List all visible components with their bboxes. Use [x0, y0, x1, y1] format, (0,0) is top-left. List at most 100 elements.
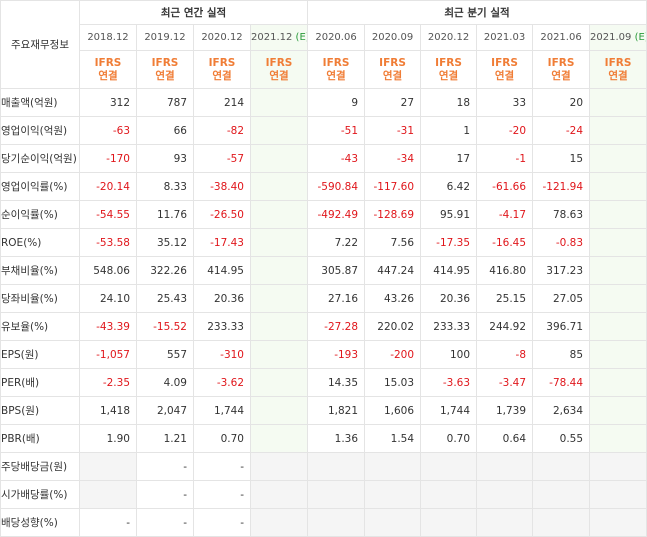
- period-header: 2021.03: [476, 24, 534, 51]
- period-header: 2020.09: [364, 24, 422, 51]
- table-cell: [249, 284, 309, 313]
- table-cell: [79, 452, 137, 481]
- period-label: 2021.09: [590, 32, 632, 43]
- table-body: 매출액(억원) 312 787 214 9 27 18 33 20 영업이익(억원) -63 66 -8…: [0, 88, 647, 537]
- ifrs-label: IFRS: [547, 56, 575, 69]
- table-cell: -4.17: [476, 200, 534, 229]
- table-cell: -43: [307, 144, 366, 173]
- row-label: BPS(원): [0, 396, 80, 425]
- table-cell: [249, 312, 309, 341]
- period-header-row: 2018.12 2019.12 2020.12 2021.12 (E) 2020.06 2…: [1, 24, 647, 51]
- period-label: 2021.06: [540, 32, 582, 43]
- table-cell: -53.58: [79, 228, 137, 257]
- table-cell: -24: [532, 116, 591, 145]
- table-cell: [589, 312, 647, 341]
- table-cell: 9: [307, 88, 366, 117]
- table-cell: 244.92: [476, 312, 534, 341]
- table-cell: [589, 144, 647, 173]
- table-cell: 20.36: [420, 284, 478, 313]
- table-cell: [364, 480, 422, 509]
- ifrs-label: IFRS: [208, 56, 236, 69]
- table-cell: 0.64: [476, 424, 534, 453]
- table-cell: 24.10: [79, 284, 137, 313]
- table-cell: [589, 480, 647, 509]
- table-cell: 78.63: [532, 200, 591, 229]
- table-cell: -51: [307, 116, 366, 145]
- table-cell: 8.33: [136, 172, 194, 201]
- table-cell: -17.43: [193, 228, 251, 257]
- table-cell: -34: [364, 144, 422, 173]
- row-label: 주당배당금(원): [0, 452, 80, 481]
- table-cell: 220.02: [364, 312, 422, 341]
- table-cell: 1: [420, 116, 478, 145]
- table-row: 매출액(억원) 312 787 214 9 27 18 33 20: [0, 88, 647, 117]
- table-cell: [589, 340, 647, 369]
- table-cell: [532, 480, 591, 509]
- table-cell: -: [193, 480, 251, 509]
- table-cell: 1.21: [136, 424, 194, 453]
- table-cell: [364, 452, 422, 481]
- period-header: 2019.12: [136, 24, 194, 51]
- table-cell: -3.63: [420, 368, 478, 397]
- table-cell: 11.76: [136, 200, 194, 229]
- consolidated-label: 연결: [608, 69, 628, 82]
- table-cell: 414.95: [193, 256, 251, 285]
- table-cell: -26.50: [193, 200, 251, 229]
- table-cell: [249, 340, 309, 369]
- table-cell: 7.22: [307, 228, 366, 257]
- estimate-badge: (E): [295, 32, 307, 43]
- ifrs-consolidated-label: IFRS 연결: [249, 50, 309, 89]
- table-cell: 66: [136, 116, 194, 145]
- row-label: 유보율(%): [0, 312, 80, 341]
- table-row: 순이익률(%) -54.55 11.76 -26.50 -492.49 -128.69 95…: [0, 200, 647, 229]
- ifrs-label: IFRS: [94, 56, 122, 69]
- table-cell: [589, 284, 647, 313]
- table-cell: -200: [364, 340, 422, 369]
- ifrs-label: IFRS: [322, 56, 350, 69]
- table-cell: [589, 396, 647, 425]
- consolidated-label: 연결: [212, 69, 232, 82]
- table-cell: 414.95: [420, 256, 478, 285]
- consolidated-label: 연결: [326, 69, 346, 82]
- ifrs-consolidated-label: IFRS 연결: [307, 50, 366, 89]
- ifrs-consolidated-label: IFRS 연결: [532, 50, 591, 89]
- table-cell: -121.94: [532, 172, 591, 201]
- table-cell: 2,047: [136, 396, 194, 425]
- table-cell: -1: [476, 144, 534, 173]
- ifrs-label: IFRS: [604, 56, 632, 69]
- table-cell: [589, 424, 647, 453]
- row-label: PER(배): [0, 368, 80, 397]
- table-cell: 7.56: [364, 228, 422, 257]
- ifrs-header-row: IFRS 연결 IFRS 연결 IFRS 연결 IFRS 연결 IFRS 연결 IFRS 연결 IFRS…: [1, 50, 647, 89]
- table-cell: [307, 452, 366, 481]
- table-cell: -27.28: [307, 312, 366, 341]
- table-cell: 396.71: [532, 312, 591, 341]
- table-row: 당기순이익(억원) -170 93 -57 -43 -34 17 -1 15: [0, 144, 647, 173]
- ifrs-label: IFRS: [151, 56, 179, 69]
- table-cell: 95.91: [420, 200, 478, 229]
- table-cell: 214: [193, 88, 251, 117]
- row-label: 당기순이익(억원): [0, 144, 80, 173]
- table-cell: 1,821: [307, 396, 366, 425]
- table-cell: [589, 116, 647, 145]
- row-label: 매출액(억원): [0, 88, 80, 117]
- table-cell: [589, 172, 647, 201]
- table-cell: -590.84: [307, 172, 366, 201]
- table-cell: [249, 480, 309, 509]
- table-row: PER(배) -2.35 4.09 -3.62 14.35 15.03 -3.63 -3.47…: [0, 368, 647, 397]
- table-cell: 18: [420, 88, 478, 117]
- table-cell: -: [136, 508, 194, 537]
- period-label: 2021.03: [483, 32, 526, 43]
- ifrs-consolidated-label: IFRS 연결: [193, 50, 251, 89]
- table-cell: 416.80: [476, 256, 534, 285]
- table-cell: -57: [193, 144, 251, 173]
- table-row: 영업이익률(%) -20.14 8.33 -38.40 -590.84 -117.60 6.…: [0, 172, 647, 201]
- estimate-badge: (E): [634, 32, 646, 43]
- consolidated-label: 연결: [98, 69, 118, 82]
- period-header: 2020.06: [307, 24, 366, 51]
- table-cell: [589, 256, 647, 285]
- table-cell: [364, 508, 422, 537]
- table-cell: 27: [364, 88, 422, 117]
- ifrs-consolidated-label: IFRS 연결: [589, 50, 647, 89]
- table-cell: 1,606: [364, 396, 422, 425]
